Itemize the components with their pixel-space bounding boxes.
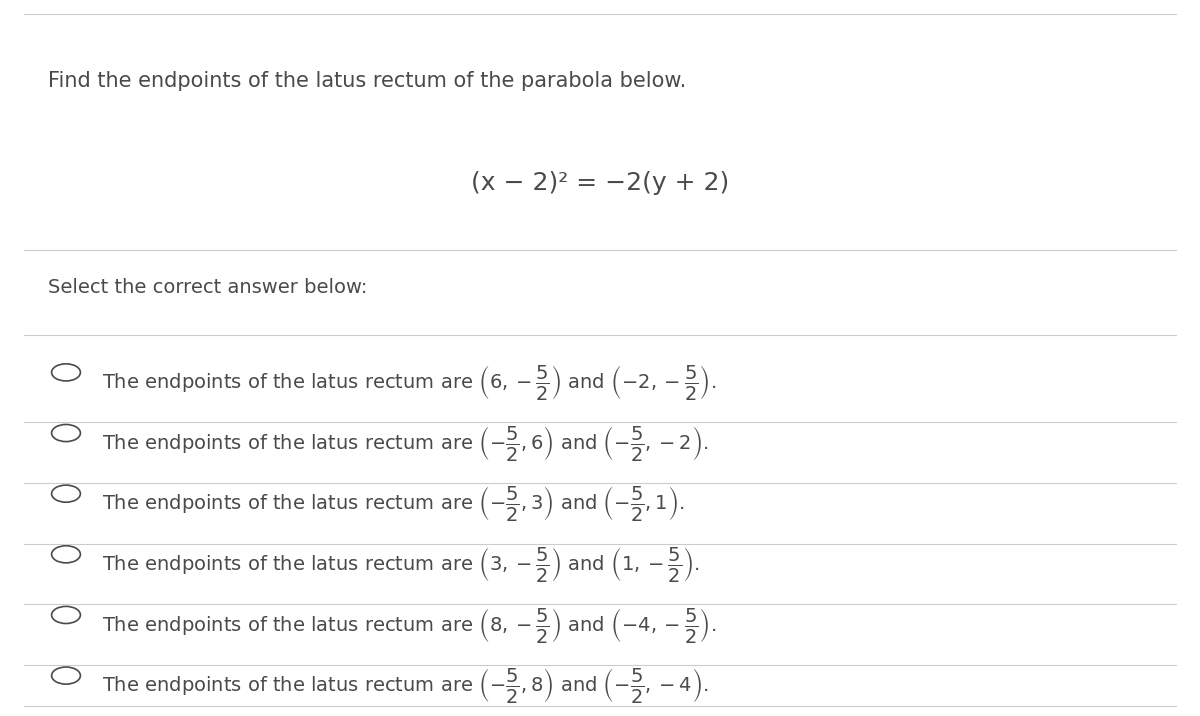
Text: The endpoints of the latus rectum are $\left(-\dfrac{5}{2},3\right)$ and $\left(: The endpoints of the latus rectum are $\…: [102, 485, 685, 523]
Text: The endpoints of the latus rectum are $\left(3,-\dfrac{5}{2}\right)$ and $\left(: The endpoints of the latus rectum are $\…: [102, 545, 700, 584]
Text: The endpoints of the latus rectum are $\left(6,-\dfrac{5}{2}\right)$ and $\left(: The endpoints of the latus rectum are $\…: [102, 363, 716, 402]
Text: The endpoints of the latus rectum are $\left(8,-\dfrac{5}{2}\right)$ and $\left(: The endpoints of the latus rectum are $\…: [102, 606, 716, 644]
Text: (x − 2)² = −2(y + 2): (x − 2)² = −2(y + 2): [470, 171, 730, 195]
Text: The endpoints of the latus rectum are $\left(-\dfrac{5}{2},8\right)$ and $\left(: The endpoints of the latus rectum are $\…: [102, 667, 709, 705]
Text: The endpoints of the latus rectum are $\left(-\dfrac{5}{2},6\right)$ and $\left(: The endpoints of the latus rectum are $\…: [102, 424, 709, 463]
Text: Select the correct answer below:: Select the correct answer below:: [48, 279, 367, 297]
Text: Find the endpoints of the latus rectum of the parabola below.: Find the endpoints of the latus rectum o…: [48, 72, 686, 92]
